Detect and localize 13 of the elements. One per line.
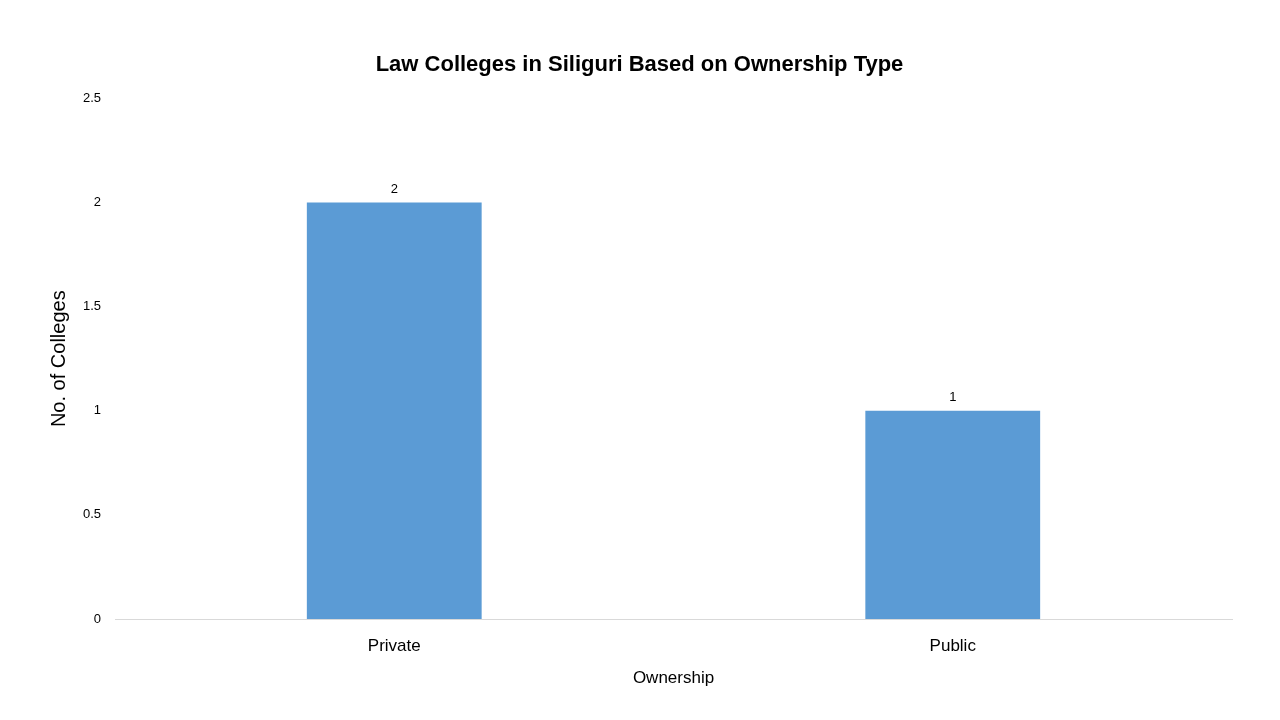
y-tick-label: 2.5 (82, 89, 101, 105)
x-tick-label: Public (929, 635, 977, 655)
chart-title: Law Colleges in Siliguri Based on Ownership Type (375, 51, 904, 77)
x-axis-title: Ownership (632, 668, 715, 688)
y-tick-label: 0 (93, 610, 101, 626)
data-label: 1 (949, 388, 957, 404)
y-tick-label: 1 (93, 402, 101, 418)
x-tick-label: Private (367, 635, 421, 655)
y-tick-label: 1.5 (82, 298, 101, 314)
y-tick-label: 0.5 (82, 506, 101, 522)
data-label: 2 (390, 180, 398, 196)
y-axis-title: No. of Colleges (46, 290, 69, 428)
y-tick-label: 2 (93, 194, 101, 210)
